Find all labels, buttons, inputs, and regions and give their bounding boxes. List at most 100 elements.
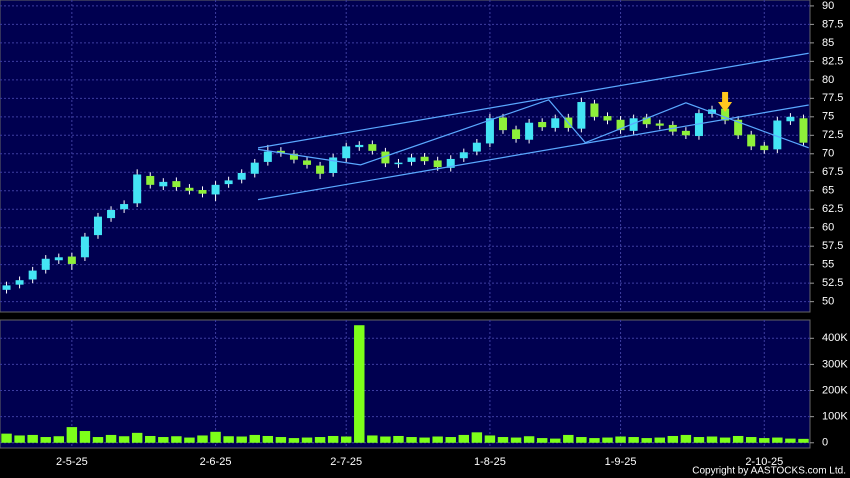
candle-body [224, 180, 233, 185]
y-tick-label: 67.5 [822, 166, 843, 178]
candle-body [498, 117, 507, 131]
y-tick-label: 57.5 [822, 240, 843, 252]
y-tick-label: 60 [822, 222, 834, 234]
candle-body [459, 152, 468, 159]
volume-bar [772, 437, 783, 443]
candle-body [721, 108, 730, 121]
candle-body [394, 162, 403, 165]
y-tick-label: 100K [822, 411, 848, 423]
volume-bar [340, 436, 352, 443]
volume-bar [27, 434, 38, 443]
volume-bar [92, 437, 104, 443]
volume-bar [249, 434, 260, 443]
volume-bar [576, 437, 587, 443]
volume-bar [171, 436, 182, 443]
y-tick-label: 62.5 [822, 203, 843, 215]
y-tick-label: 65 [822, 185, 834, 197]
volume-bar [719, 437, 731, 443]
volume-bar [40, 437, 51, 443]
volume-bar [66, 427, 78, 443]
candle-body [590, 103, 599, 117]
candle-body [198, 190, 207, 194]
volume-bar [145, 435, 156, 443]
volume-bar [798, 438, 809, 443]
y-tick-label: 85 [822, 37, 834, 49]
x-tick-label: 2-10-25 [745, 456, 783, 468]
volume-bar [406, 437, 417, 443]
candle-body [2, 285, 11, 290]
volume-bar [53, 436, 65, 443]
candle-body [211, 184, 220, 195]
x-tick-label: 2-7-25 [330, 456, 362, 468]
candle-body [512, 129, 521, 139]
candle-body [133, 174, 142, 204]
y-tick-label: 70 [822, 148, 834, 160]
volume-bar [367, 435, 378, 443]
candle-body [342, 146, 351, 159]
candle-body [120, 204, 129, 210]
volume-bar [628, 437, 639, 443]
candle-body [694, 113, 703, 137]
volume-bar [510, 437, 522, 443]
candle-body [681, 130, 690, 136]
x-tick-label: 1-8-25 [474, 456, 506, 468]
price-panel [0, 0, 811, 313]
volume-bar [706, 436, 718, 443]
volume-bar [445, 437, 456, 443]
volume-bar [471, 432, 483, 443]
candle-body [54, 257, 63, 261]
y-tick-label: 90 [822, 0, 834, 12]
candle-body [15, 280, 24, 285]
candle-body [734, 119, 743, 136]
y-tick-label: 300K [822, 358, 848, 370]
candle-body [289, 153, 298, 160]
candle-body [538, 121, 547, 128]
candle-body [368, 144, 377, 151]
volume-bar [236, 436, 247, 443]
y-tick-label: 75 [822, 111, 834, 123]
candle-body [629, 118, 638, 131]
trendline [257, 104, 809, 201]
candle-body [146, 175, 155, 185]
candle-body [799, 118, 808, 143]
candle-body [642, 117, 651, 125]
volume-bar [484, 435, 496, 443]
volume-bar [380, 436, 391, 443]
trendline [257, 52, 809, 149]
volume-bar [1, 433, 12, 443]
volume-bar [314, 437, 326, 443]
y-tick-label: 400K [822, 332, 848, 344]
volume-bar [732, 435, 744, 443]
candle-body [485, 118, 494, 144]
volume-bar [615, 436, 626, 443]
candle-body [786, 116, 795, 122]
candle-body [603, 116, 612, 121]
volume-bar [354, 325, 365, 443]
candle-body [747, 134, 756, 147]
candle-body [551, 118, 560, 128]
y-tick-label: 72.5 [822, 129, 843, 141]
candle-body [276, 150, 285, 154]
candle-body [237, 173, 246, 180]
volume-bar [158, 437, 169, 443]
y-tick-label: 55 [822, 259, 834, 271]
volume-bar [275, 437, 287, 443]
volume-bar [419, 437, 430, 443]
y-tick-label: 0 [822, 437, 828, 449]
candle-body [185, 187, 194, 191]
volume-bar [14, 435, 25, 443]
candle-body [107, 209, 116, 219]
candle-body [420, 156, 429, 162]
volume-panel [0, 319, 811, 449]
candle-body [708, 109, 717, 114]
volume-bar [654, 437, 665, 443]
candle-body [446, 158, 455, 168]
y-tick-label: 77.5 [822, 92, 843, 104]
volume-bar [759, 438, 770, 443]
volume-bar [79, 431, 91, 443]
volume-bar [680, 434, 692, 443]
candle-body [355, 144, 364, 148]
volume-bar [550, 438, 561, 443]
candle-body [655, 123, 664, 126]
